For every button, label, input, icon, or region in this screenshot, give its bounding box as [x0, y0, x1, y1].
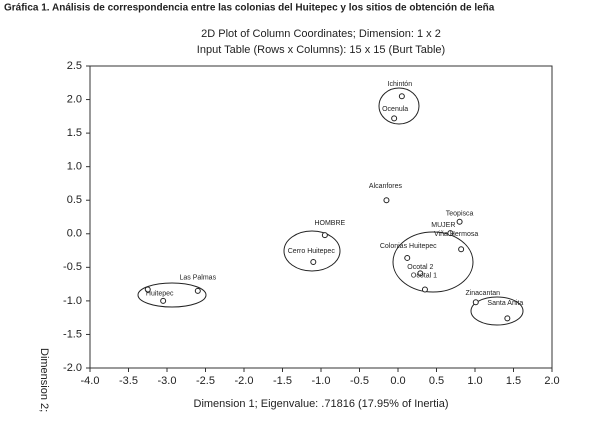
point [404, 254, 411, 261]
point [391, 115, 398, 122]
cluster-ellipse [470, 296, 524, 326]
y-axis-label: Dimension 2; [38, 348, 50, 412]
x-tick-label: -0.5 [350, 375, 369, 387]
point-label: Ocotal 2 [407, 264, 433, 271]
x-tick-label: -4.0 [81, 375, 100, 387]
cluster-ellipse [378, 87, 420, 125]
point [458, 246, 465, 253]
y-tick-label: 2.0 [67, 93, 82, 105]
point [456, 218, 463, 225]
cluster-ellipse [137, 282, 207, 308]
y-tick-label: 0.0 [67, 228, 82, 240]
point-label: MUJER [431, 222, 455, 229]
x-tick-label: -2.0 [235, 375, 254, 387]
x-tick-label: -2.5 [196, 375, 215, 387]
x-axis-label: Dimension 1; Eigenvalue: .71816 (17.95% … [194, 398, 449, 410]
point-label: Zinacantan [465, 290, 500, 297]
point [144, 286, 151, 293]
point [194, 287, 201, 294]
y-tick-label: 1.0 [67, 161, 82, 173]
point-label: Viña Hermosa [434, 231, 478, 238]
x-tick-label: 0.5 [429, 375, 444, 387]
point-label: Alcanfores [369, 183, 403, 190]
point [160, 297, 167, 304]
point [447, 230, 454, 237]
point-label: Ocotal 1 [411, 272, 437, 279]
x-tick-label: -3.5 [119, 375, 138, 387]
point-label: Teopisca [446, 211, 474, 218]
point [321, 232, 328, 239]
x-tick-label: 1.0 [467, 375, 482, 387]
x-tick-label: 0.0 [390, 375, 405, 387]
point [504, 315, 511, 322]
point-label: Cerro Huitepec [288, 248, 336, 255]
chart-title: 2D Plot of Column Coordinates; Dimension… [201, 28, 441, 40]
y-tick-label: -1.5 [63, 328, 82, 340]
figure-title: Gráfica 1. Análisis de correspondencia e… [4, 3, 495, 14]
cluster-ellipse [283, 230, 341, 272]
point [417, 270, 424, 277]
x-tick-label: 2.0 [544, 375, 559, 387]
x-tick-label: -1.5 [273, 375, 292, 387]
y-tick-label: -1.0 [63, 295, 82, 307]
x-tick-label: -1.0 [312, 375, 331, 387]
y-tick-label: -0.5 [63, 261, 82, 273]
cluster-ellipses [137, 87, 524, 326]
point [398, 93, 405, 100]
point-label: Huitepec [146, 290, 174, 297]
point-label: Colonias Huitepec [380, 243, 437, 250]
point [472, 299, 479, 306]
x-tick-label: -3.0 [158, 375, 177, 387]
y-tick-label: 0.5 [67, 194, 82, 206]
cluster-ellipse [392, 231, 474, 293]
chart-subtitle: Input Table (Rows x Columns): 15 x 15 (B… [197, 44, 445, 56]
x-tick-label: 1.5 [506, 375, 521, 387]
point-label: Ichintón [388, 81, 413, 88]
y-tick-label: -2.0 [63, 362, 82, 374]
point [383, 197, 390, 204]
point-label: HOMBRE [314, 220, 345, 227]
point-label: Santa Anita [487, 300, 523, 307]
y-tick-label: 2.5 [67, 60, 82, 72]
point-label: Las Palmas [180, 275, 217, 282]
point-label: Ocenula [382, 106, 408, 113]
y-tick-label: 1.5 [67, 127, 82, 139]
point [310, 258, 317, 265]
point [421, 286, 428, 293]
